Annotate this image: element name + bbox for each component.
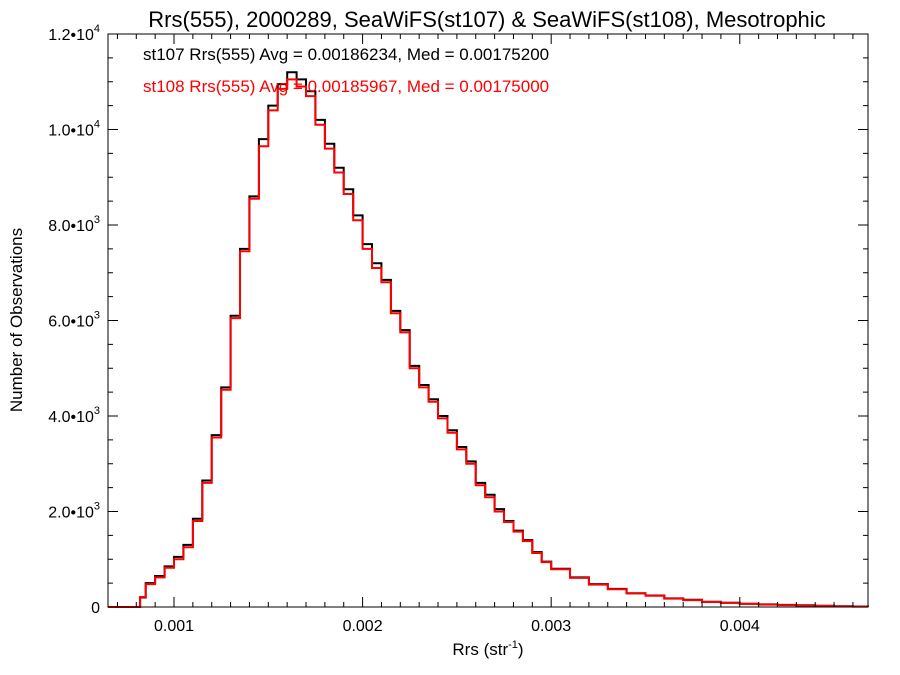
series-2-line xyxy=(108,78,869,608)
x-tick-label: 0.002 xyxy=(343,618,383,635)
chart-title: Rrs(555), 2000289, SeaWiFS(st107) & SeaW… xyxy=(148,7,825,32)
x-axis-label: Rrs (str-1) xyxy=(452,639,523,659)
x-tick-label: 0.003 xyxy=(531,618,571,635)
y-tick-label: 1.0•104 xyxy=(48,119,100,140)
x-tick-label: 0.001 xyxy=(154,618,194,635)
y-tick-label: 0 xyxy=(91,600,100,617)
y-tick-label: 8.0•103 xyxy=(48,214,100,235)
y-axis-label: Number of Observations xyxy=(7,228,26,412)
y-tick-label: 6.0•103 xyxy=(48,310,100,331)
annotation-2: st108 Rrs(555) Avg = 0.00185967, Med = 0… xyxy=(143,77,549,96)
axes: 0.001 0.002 0.003 0.004 0 2.0•103 4.0•103 6.0•1… xyxy=(48,23,869,635)
y-tick-label: 4.0•103 xyxy=(48,405,100,426)
annotation-1: st107 Rrs(555) Avg = 0.00186234, Med = 0… xyxy=(143,45,549,64)
plot-area xyxy=(108,71,869,608)
y-tick-label: 2.0•103 xyxy=(48,501,100,522)
annotations: st107 Rrs(555) Avg = 0.00186234, Med = 0… xyxy=(143,45,549,96)
y-tick-label: 1.2•104 xyxy=(48,23,100,44)
x-tick-label: 0.004 xyxy=(720,618,760,635)
